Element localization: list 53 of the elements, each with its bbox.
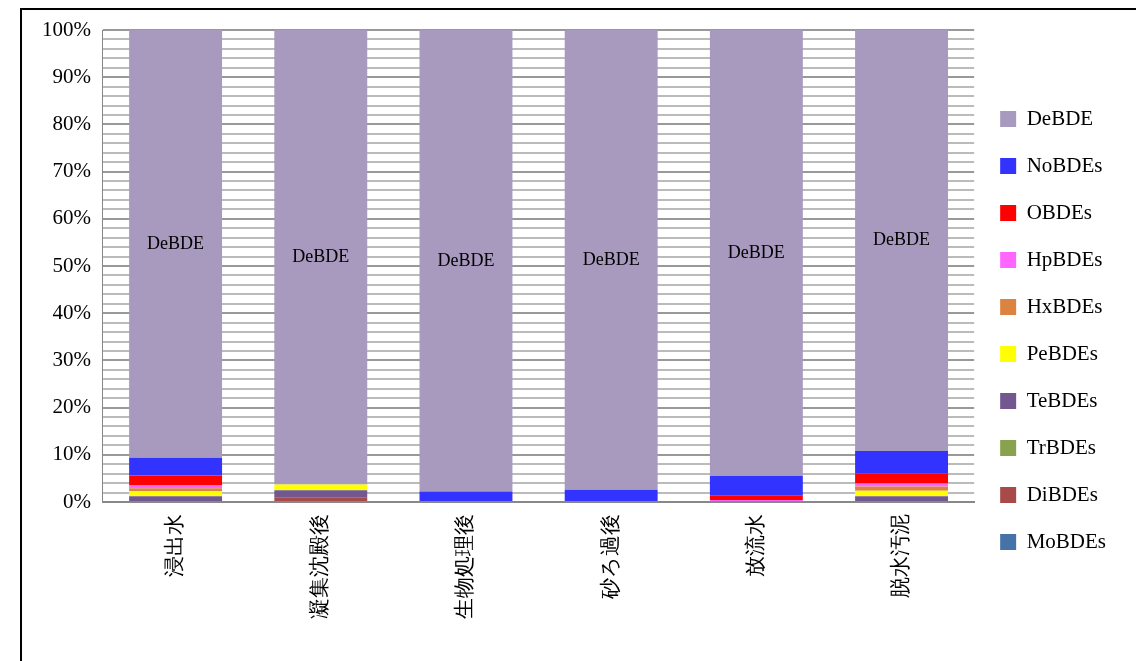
y-tick-label: 90% (52, 63, 91, 88)
legend-label: NoBDEs (1026, 152, 1103, 177)
legend-label: DiBDEs (1026, 481, 1098, 506)
annotation: DeBDE (582, 248, 640, 269)
y-tick-label: 70% (52, 158, 91, 183)
bar (419, 30, 513, 492)
legend-label: MoBDEs (1026, 528, 1107, 553)
y-tick-label: 40% (52, 299, 91, 324)
bar (709, 30, 803, 477)
legend-label: DeBDE (1026, 105, 1094, 130)
y-tick-label: 60% (52, 205, 91, 230)
x-tick-label: 凝集沈殿後 (307, 514, 332, 619)
legend-label: OBDEs (1026, 199, 1092, 224)
bar (564, 30, 658, 490)
annotation: DeBDE (292, 246, 350, 266)
y-tick-label: 80% (52, 110, 91, 135)
x-tick-label: 放流水 (742, 514, 767, 577)
bar (274, 30, 368, 485)
x-tick-label: 生物処理後 (452, 514, 477, 619)
y-tick-label: 30% (52, 346, 91, 371)
bar (855, 473, 949, 484)
bar (274, 497, 368, 501)
y-tick-label: 10% (52, 441, 91, 466)
bar (855, 451, 949, 474)
bar (129, 457, 223, 476)
bar (855, 30, 949, 452)
bar (129, 30, 223, 458)
annotation: DeBDE (873, 229, 931, 250)
y-tick-label: 20% (52, 394, 91, 419)
bar (274, 490, 368, 498)
bar (855, 486, 949, 491)
bar (129, 491, 223, 497)
y-tick-label: 0% (62, 488, 91, 513)
legend-label: HxBDEs (1026, 293, 1103, 318)
bar (129, 496, 223, 501)
legend-label: HpBDEs (1026, 246, 1103, 271)
legend-label: TeBDEs (1026, 387, 1098, 412)
bar (564, 489, 658, 501)
bar (129, 475, 223, 486)
bar (709, 476, 803, 496)
annotation: DeBDE (147, 232, 205, 253)
x-tick-label: 砂ろ過後 (597, 514, 622, 600)
bar (855, 496, 949, 501)
legend-label: PeBDEs (1026, 340, 1098, 365)
bar (709, 495, 803, 501)
annotation: DeBDE (727, 241, 785, 262)
y-tick-label: 100% (41, 16, 91, 41)
bar (419, 491, 513, 501)
annotation: DeBDE (437, 249, 495, 270)
legend-label: TrBDEs (1026, 434, 1096, 459)
x-tick-label: 浸出水 (162, 514, 187, 577)
y-tick-label: 50% (52, 252, 91, 277)
x-tick-label: 脱水汚泥 (888, 514, 913, 598)
